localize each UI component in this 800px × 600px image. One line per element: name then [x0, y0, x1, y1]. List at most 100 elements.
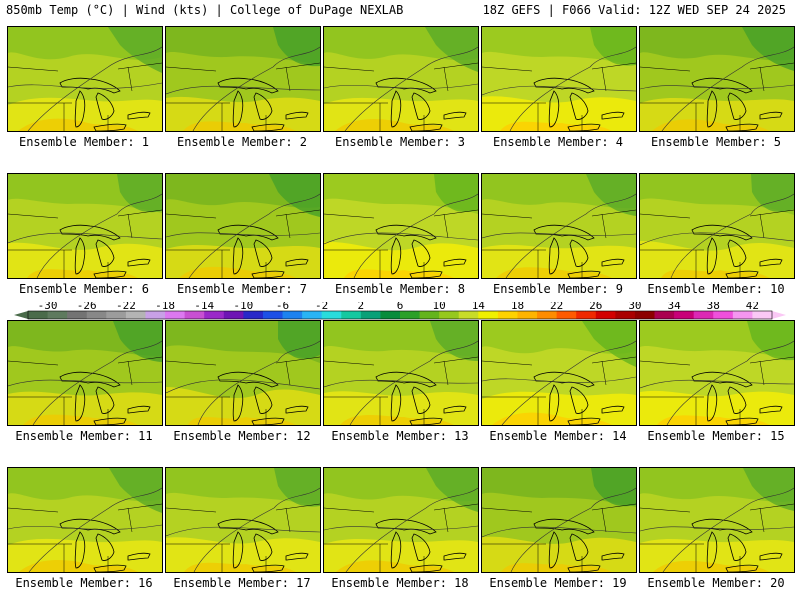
height-contour [197, 340, 320, 425]
isotherm-contour [482, 85, 636, 96]
temperature-colorbar: -30 -26 -22 -18 -14 -10 -6 -2 2 6 10 14 18 22 26 30 34 38… [14, 302, 786, 320]
ensemble-member-map [165, 320, 321, 426]
colorbar-tick-label: -18 [155, 302, 175, 312]
ensemble-member-label: Ensemble Member: 3 [334, 135, 466, 149]
colorbar-frame [27, 310, 773, 320]
isotherm-contour [482, 232, 636, 239]
height-contour [188, 193, 320, 278]
colorbar-tick-label: -26 [77, 302, 97, 312]
map-title: 850mb Temp (°C) | Wind (kts) | College o… [6, 3, 404, 17]
ensemble-member-label: Ensemble Member: 8 [334, 282, 466, 296]
colorbar-segment [752, 311, 773, 319]
ensemble-member-label: Ensemble Member: 19 [489, 576, 627, 590]
colorbar-segment [282, 311, 303, 319]
colorbar-tick-label: 30 [628, 302, 641, 312]
colorbar-tick-label: -6 [276, 302, 289, 312]
state-borders [640, 62, 794, 131]
cold-pocket-shading [747, 321, 794, 361]
colorbar-segment [576, 311, 597, 319]
isotherm-contour [166, 85, 320, 95]
ensemble-member-map [481, 320, 637, 426]
state-borders [324, 62, 478, 131]
ensemble-member-map [7, 320, 163, 426]
isotherm-contour [482, 376, 636, 383]
state-borders [166, 503, 320, 572]
cold-pocket-shading [274, 468, 320, 507]
colorbar-segment [478, 311, 499, 319]
colorbar-tick-label: 6 [397, 302, 404, 312]
isotherm-contour [8, 232, 162, 244]
colorbar-segment [67, 311, 88, 319]
warm-air-shading [8, 242, 162, 278]
cold-pocket-shading [582, 321, 636, 367]
colorbar-segment [184, 311, 205, 319]
state-borders [166, 209, 320, 278]
warmest-air-shading [496, 267, 612, 278]
ensemble-member-label: Ensemble Member: 18 [331, 576, 469, 590]
height-contour [353, 193, 478, 278]
state-borders [640, 356, 794, 425]
colorbar-segment [595, 311, 616, 319]
colorbar-segment [634, 311, 656, 319]
height-contour [345, 487, 478, 572]
cold-pocket-shading [586, 174, 636, 216]
state-borders [640, 503, 794, 572]
ensemble-member-map [481, 173, 637, 279]
isotherm-contour [8, 379, 162, 387]
cold-pocket-shading [742, 27, 794, 71]
warmest-air-shading [183, 121, 296, 131]
colorbar-segment [380, 311, 401, 319]
ensemble-member-map [481, 26, 637, 132]
cold-pocket-shading [434, 174, 478, 213]
warmest-air-shading [657, 415, 770, 425]
height-contour [36, 193, 162, 278]
colorbar-tick-label: 18 [511, 302, 524, 312]
colorbar-tick-label: 10 [433, 302, 446, 312]
colorbar-segment [497, 311, 518, 319]
colorbar-segment [47, 311, 68, 319]
colorbar-segment [713, 311, 734, 319]
colorbar-segment [165, 311, 186, 319]
colorbar-segment [243, 311, 264, 319]
colorbar-tick-label: 26 [589, 302, 602, 312]
colorbar-tick-label: -14 [194, 302, 214, 312]
colorbar-segment [321, 311, 342, 319]
ensemble-member-map [7, 173, 163, 279]
colorbar-segment [360, 311, 381, 319]
ensemble-member-label: Ensemble Member: 1 [18, 135, 150, 149]
warmest-air-shading [336, 560, 454, 572]
cold-pocket-shading [591, 468, 636, 507]
colorbar-segment [341, 311, 362, 319]
height-contour [344, 46, 478, 131]
state-borders [324, 356, 478, 425]
isotherm-contour [166, 526, 320, 537]
warmest-air-shading [500, 121, 612, 131]
state-borders [8, 356, 162, 425]
cold-pocket-shading [425, 27, 478, 72]
ensemble-member-map [323, 173, 479, 279]
colorbar-segment [732, 311, 753, 319]
ensemble-member-label: Ensemble Member: 20 [647, 576, 785, 590]
colorbar-segment [145, 311, 166, 319]
isotherm-contour [482, 526, 636, 538]
height-contour [666, 340, 794, 425]
ensemble-member-map [639, 173, 795, 279]
height-contour [509, 46, 636, 131]
height-contour [349, 340, 478, 425]
cold-pocket-shading [269, 174, 320, 217]
warmest-air-shading [340, 415, 454, 425]
colorbar-segment [439, 311, 460, 319]
ensemble-member-label: Ensemble Member: 7 [176, 282, 308, 296]
isotherm-contour [8, 524, 162, 530]
colorbar-segment [615, 311, 636, 319]
warm-air-shading [166, 387, 320, 425]
state-borders [482, 62, 636, 131]
state-borders [324, 503, 478, 572]
state-borders [482, 356, 636, 425]
colorbar-segment [302, 311, 323, 319]
ensemble-member-map [165, 467, 321, 573]
cold-pocket-shading [278, 321, 320, 359]
colorbar-segment [204, 311, 225, 319]
colorbar-segment [262, 311, 284, 319]
height-contour [662, 487, 794, 572]
